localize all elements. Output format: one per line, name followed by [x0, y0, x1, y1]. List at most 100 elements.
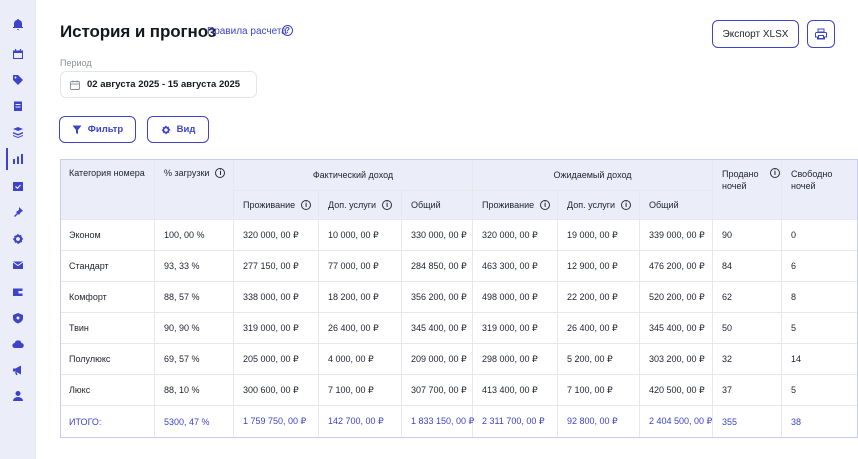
table-cell-fact_acc-text: 320 000, 00 ₽: [243, 229, 299, 240]
table-cell-exp_total-text: 339 000, 00 ₽: [649, 229, 705, 240]
table-cell-fact_ext-text: 26 400, 00 ₽: [328, 322, 379, 333]
table-cell-fact_acc: 338 000, 00 ₽: [234, 282, 319, 313]
sidebar-item-bell[interactable]: [0, 13, 36, 35]
table-cell-load-text: 88, 57 %: [164, 292, 200, 302]
table-cell-fact_total: 307 700, 00 ₽: [402, 375, 473, 406]
header-actual-income: Фактический доход: [234, 159, 473, 191]
table-cell-fact_acc-text: 319 000, 00 ₽: [243, 322, 299, 333]
table-cell-sold: 90: [713, 220, 782, 251]
table-cell-fact_acc-text: 338 000, 00 ₽: [243, 291, 299, 302]
table-cell-load-text: 88, 10 %: [164, 385, 200, 395]
view-button[interactable]: Вид: [147, 116, 209, 143]
sidebar-item-calendar[interactable]: [0, 43, 36, 65]
table-cell-sold: 84: [713, 251, 782, 282]
actual-subheader-extra_services: Доп. услуги i: [319, 191, 402, 220]
table-cell-exp_total: 420 500, 00 ₽: [640, 375, 713, 406]
table-cell-exp_total-text: 303 200, 00 ₽: [649, 353, 705, 364]
table-cell-load: 88, 57 %: [155, 282, 234, 313]
table-cell-sold-text: 84: [722, 261, 733, 271]
export-xlsx-button[interactable]: Экспорт XLSX: [712, 20, 799, 48]
table-cell-fact_ext-text: 18 200, 00 ₽: [328, 291, 379, 302]
table-cell-exp_acc: 498 000, 00 ₽: [473, 282, 558, 313]
sidebar-item-megaphone[interactable]: [0, 359, 36, 381]
total-cell-category: ИТОГО:: [60, 406, 155, 437]
check-calendar-icon: [12, 180, 24, 192]
expected-subheader-extra_services-text: Доп. услуги: [567, 200, 616, 210]
table-cell-free: 5: [782, 375, 858, 406]
table-cell-sold: 50: [713, 313, 782, 344]
total-cell-fact_total-text: 1 833 150, 00 ₽: [411, 416, 475, 426]
sidebar-item-pin[interactable]: [0, 201, 36, 223]
rules-link[interactable]: Правила расчета: [207, 26, 287, 37]
sidebar-item-layers[interactable]: [0, 121, 36, 143]
actual-subheader-total: Общий: [402, 191, 473, 220]
table-cell-exp_acc-text: 413 400, 00 ₽: [482, 384, 538, 395]
header-category: Категория номера: [60, 159, 155, 220]
printer-icon: [815, 28, 827, 40]
expected-subheader-accommodation-text: Проживание: [482, 200, 535, 210]
table-cell-category-text: Люкс: [69, 385, 91, 395]
table-cell-load: 90, 90 %: [155, 313, 234, 344]
total-cell-free: 38: [782, 406, 858, 437]
table-cell-fact_total-text: 307 700, 00 ₽: [411, 384, 467, 395]
table-cell-fact_total: 356 200, 00 ₽: [402, 282, 473, 313]
table-cell-load-text: 93, 33 %: [164, 261, 200, 271]
sidebar-item-check-calendar[interactable]: [0, 175, 36, 197]
total-cell-fact_ext-text: 142 700, 00 ₽: [328, 416, 384, 426]
total-cell-exp_ext-text: 92 800, 00 ₽: [567, 416, 618, 426]
filter-button[interactable]: Фильтр: [59, 116, 136, 143]
table-cell-sold: 37: [713, 375, 782, 406]
table-cell-exp_ext: 12 900, 00 ₽: [558, 251, 640, 282]
table-cell-category: Стандарт: [60, 251, 155, 282]
info-icon[interactable]: i: [215, 168, 226, 178]
table-cell-exp_total: 520 200, 00 ₽: [640, 282, 713, 313]
page-title: История и прогноз: [60, 22, 217, 41]
info-icon[interactable]: i: [540, 200, 551, 210]
total-cell-sold-text: 355: [722, 416, 738, 427]
sidebar-item-wallet[interactable]: [0, 281, 36, 303]
table-cell-fact_total: 330 000, 00 ₽: [402, 220, 473, 251]
table-cell-exp_acc-text: 319 000, 00 ₽: [482, 322, 538, 333]
info-icon[interactable]: i: [301, 200, 312, 210]
calendar-icon: [12, 48, 24, 60]
table-cell-exp_acc-text: 320 000, 00 ₽: [482, 229, 538, 240]
gear-icon: [161, 125, 171, 134]
sidebar-item-user[interactable]: [0, 385, 36, 407]
print-button[interactable]: [807, 20, 835, 48]
header-category-text: Категория номера: [69, 168, 145, 178]
sidebar-item-shield[interactable]: [0, 307, 36, 329]
sidebar-item-mail[interactable]: [0, 254, 36, 276]
table-cell-exp_ext: 22 200, 00 ₽: [558, 282, 640, 313]
table-cell-exp_ext-text: 5 200, 00 ₽: [567, 353, 613, 364]
table-cell-exp_ext: 26 400, 00 ₽: [558, 313, 640, 344]
header-free-nights: Свободно ночей: [782, 159, 858, 220]
sidebar-item-cloud[interactable]: [0, 333, 36, 355]
help-icon[interactable]: ?: [282, 25, 293, 36]
table-cell-exp_acc: 463 300, 00 ₽: [473, 251, 558, 282]
table-cell-sold-text: 32: [722, 354, 733, 364]
table-cell-exp_total: 303 200, 00 ₽: [640, 344, 713, 375]
sidebar-item-tag[interactable]: [0, 69, 36, 91]
funnel-icon: [72, 125, 82, 134]
table-cell-fact_total: 284 850, 00 ₽: [402, 251, 473, 282]
history-forecast-table: Категория номера % загрузки i Фактический д…: [60, 159, 858, 438]
table-cell-category-text: Полулюкс: [69, 354, 111, 364]
info-icon[interactable]: i: [382, 200, 393, 210]
sidebar: [0, 0, 36, 459]
sidebar-item-gear[interactable]: [0, 228, 36, 250]
table-cell-load-text: 100, 00 %: [164, 230, 205, 240]
sidebar-item-bar-chart[interactable]: [0, 148, 36, 170]
period-date-range-field[interactable]: 02 августа 2025 - 15 августа 2025: [60, 71, 257, 98]
sidebar-item-clipboard[interactable]: [0, 95, 36, 117]
info-icon[interactable]: i: [621, 200, 632, 210]
shield-icon: [12, 312, 24, 324]
table-cell-category: Люкс: [60, 375, 155, 406]
total-cell-exp_ext: 92 800, 00 ₽: [558, 406, 640, 437]
table-cell-exp_acc-text: 463 300, 00 ₽: [482, 260, 538, 271]
table-cell-fact_ext-text: 10 000, 00 ₽: [328, 229, 379, 240]
info-icon[interactable]: i: [770, 168, 780, 178]
table-cell-fact_ext: 7 100, 00 ₽: [319, 375, 402, 406]
header-load: % загрузки i: [155, 159, 234, 220]
table-cell-fact_total-text: 209 000, 00 ₽: [411, 353, 467, 364]
table-cell-fact_acc-text: 300 600, 00 ₽: [243, 384, 299, 395]
